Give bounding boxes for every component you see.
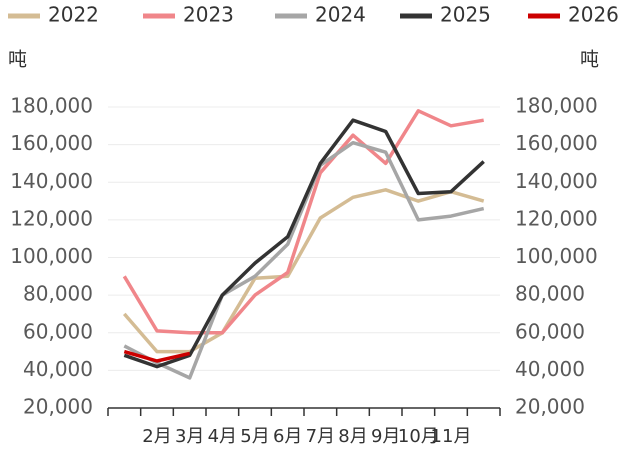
y2-tick-label: 40,000	[515, 357, 585, 381]
series-line	[123, 140, 485, 380]
y2-tick-label: 120,000	[515, 206, 598, 230]
y2-tick-label: 100,000	[515, 244, 598, 268]
series-line	[122, 109, 484, 335]
legend-label: 2026	[568, 3, 619, 27]
y2-tick-label: 140,000	[515, 169, 598, 193]
legend-label: 2024	[315, 3, 366, 27]
y2-tick-label: 60,000	[515, 319, 585, 343]
legend-label: 2025	[440, 3, 491, 27]
y-tick-label: 100,000	[10, 244, 93, 268]
y-tick-label: 140,000	[10, 169, 93, 193]
y-tick-label: 160,000	[10, 131, 93, 155]
y2-tick-label: 180,000	[515, 94, 598, 118]
y-tick-label: 60,000	[23, 319, 93, 343]
x-tick-label: 5月	[240, 426, 269, 447]
y-tick-label: 180,000	[10, 94, 93, 118]
y2-axis-label: 吨	[580, 49, 599, 71]
y-tick-label: 80,000	[23, 282, 93, 306]
x-tick-label: 2月	[142, 426, 171, 447]
y-axis-label: 吨	[8, 49, 27, 71]
x-tick-label: 8月	[338, 426, 367, 447]
y2-tick-label: 80,000	[515, 282, 585, 306]
y2-tick-label: 160,000	[515, 131, 598, 155]
series-line	[123, 118, 485, 369]
y2-tick-label: 20,000	[515, 395, 585, 419]
series-line	[123, 349, 191, 363]
x-tick-label: 7月	[306, 426, 335, 447]
x-tick-label: 11月	[431, 426, 472, 447]
y-tick-label: 120,000	[10, 206, 93, 230]
x-tick-label: 3月	[175, 426, 204, 447]
x-tick-label: 9月	[371, 426, 400, 447]
x-tick-label: 10月	[398, 426, 439, 447]
x-tick-label: 4月	[208, 426, 237, 447]
y-tick-label: 20,000	[23, 395, 93, 419]
series-line	[122, 188, 485, 354]
legend-label: 2023	[183, 3, 234, 27]
x-tick-label: 6月	[273, 426, 302, 447]
legend-label: 2022	[48, 3, 99, 27]
y-tick-label: 40,000	[23, 357, 93, 381]
